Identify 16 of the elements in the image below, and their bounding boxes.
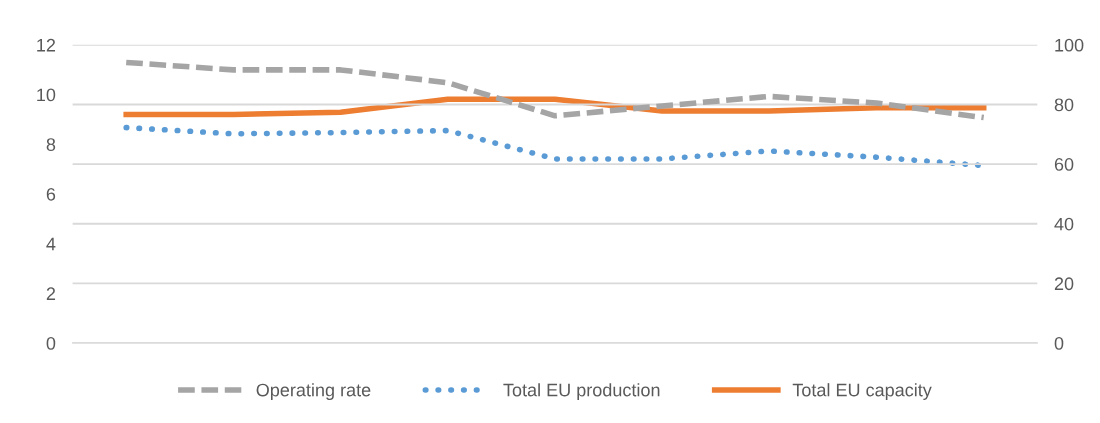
legend-label: Total EU capacity (792, 383, 932, 400)
y2-tick-label: 40 (1054, 217, 1074, 231)
y-tick-label: 0 (46, 336, 56, 350)
y-tick-label: 4 (46, 237, 56, 251)
legend-label: Total EU production (503, 383, 660, 400)
y2-tick-label: 60 (1054, 158, 1074, 171)
legend-label: Operating rate (256, 383, 371, 400)
y-tick-label: 8 (46, 138, 56, 151)
y2-tick-label: 0 (1054, 336, 1064, 350)
y2-tick-label: 20 (1054, 277, 1074, 291)
y-tick-label: 12 (37, 38, 56, 52)
y-tick-label: 2 (46, 287, 56, 300)
y-tick-label: 10 (37, 88, 56, 102)
y2-tick-label: 100 (1055, 38, 1084, 52)
y2-tick-label: 80 (1054, 98, 1074, 112)
y-tick-label: 6 (46, 187, 56, 201)
